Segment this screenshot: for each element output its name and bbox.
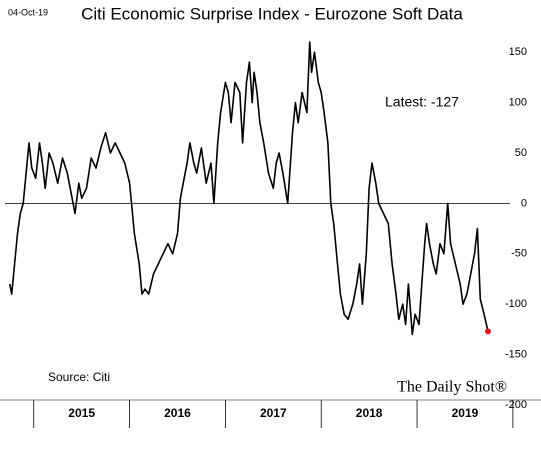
y-tick-label: -100 <box>505 298 527 310</box>
y-tick-label: -200 <box>505 399 527 411</box>
y-tick-label: 100 <box>509 96 527 108</box>
annotation: Latest: -127 <box>385 94 459 110</box>
source: Source: Citi <box>48 370 110 384</box>
x-tick-label: 2018 <box>356 406 383 420</box>
date-label: 04-Oct-19 <box>8 7 48 17</box>
x-tick-label: 2017 <box>260 406 287 420</box>
chart-title: Citi Economic Surprise Index - Eurozone … <box>81 4 463 23</box>
y-tick-label: 0 <box>521 197 527 209</box>
x-tick-label: 2015 <box>68 406 95 420</box>
data-line <box>9 41 489 336</box>
brand: The Daily Shot® <box>397 379 507 396</box>
y-tick-label: 150 <box>509 46 527 58</box>
x-tick-label: 2016 <box>164 406 191 420</box>
y-tick-label: -50 <box>511 248 527 260</box>
latest-point <box>484 328 491 335</box>
y-tick-label: 50 <box>515 147 527 159</box>
y-tick-label: -150 <box>505 349 527 361</box>
x-tick-label: 2019 <box>452 406 479 420</box>
